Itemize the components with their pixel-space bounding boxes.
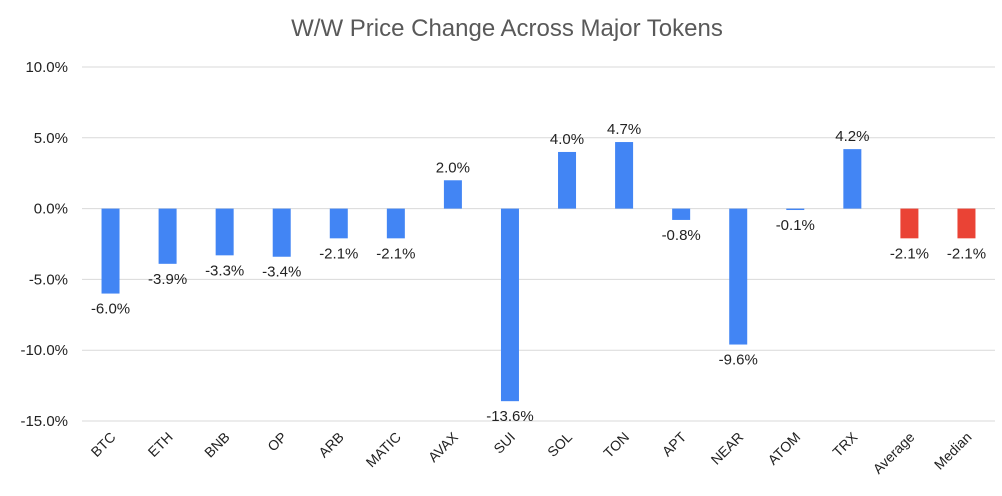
bar-atom xyxy=(786,208,805,211)
bar-avax xyxy=(443,180,462,209)
bar-median xyxy=(957,208,976,239)
bar-trx xyxy=(843,149,862,209)
data-label-sol: 4.0% xyxy=(550,131,584,148)
bar-bnb xyxy=(215,208,234,256)
bars xyxy=(101,142,976,402)
bar-apt xyxy=(672,208,691,220)
data-label-apt: -0.8% xyxy=(662,227,701,244)
x-tick-label-ton: TON xyxy=(600,429,632,461)
bar-near xyxy=(729,208,748,345)
data-label-bnb: -3.3% xyxy=(205,262,244,279)
bar-btc xyxy=(101,208,120,294)
x-tick-label-bnb: BNB xyxy=(201,429,233,461)
bar-sui xyxy=(500,208,519,402)
y-tick-label: 0.0% xyxy=(34,201,68,218)
x-tick-label-near: NEAR xyxy=(708,429,747,468)
bar-matic xyxy=(386,208,405,239)
data-label-median: -2.1% xyxy=(947,245,986,262)
data-label-ton: 4.7% xyxy=(607,121,641,138)
data-label-op: -3.4% xyxy=(262,264,301,281)
y-tick-label: -15.0% xyxy=(20,413,68,430)
x-tick-label-avax: AVAX xyxy=(425,428,462,465)
x-tick-label-average: Average xyxy=(870,429,918,477)
bar-average xyxy=(900,208,919,239)
x-tick-label-btc: BTC xyxy=(88,429,119,460)
x-tick-label-trx: TRX xyxy=(829,428,861,460)
x-tick-label-atom: ATOM xyxy=(764,429,803,468)
data-labels: -6.0% -3.9% -3.3% -3.4% -2.1% -2.1% 2.0% -13.6%… xyxy=(91,121,986,425)
bar-ton xyxy=(615,142,634,209)
data-label-trx: 4.2% xyxy=(835,128,869,145)
data-label-btc: -6.0% xyxy=(91,301,130,318)
data-label-near: -9.6% xyxy=(719,352,758,369)
y-axis-tick-labels: 10.0% 5.0% 0.0% -5.0% -10.0% -15.0% xyxy=(20,59,68,430)
y-tick-label: -5.0% xyxy=(29,271,68,288)
bar-eth xyxy=(158,208,177,264)
bar-sol xyxy=(558,151,577,209)
x-tick-label-sol: SOL xyxy=(544,429,575,460)
x-tick-label-median: Median xyxy=(931,429,975,473)
y-tick-label: 5.0% xyxy=(34,130,68,147)
x-tick-label-matic: MATIC xyxy=(363,429,404,470)
x-tick-label-sui: SUI xyxy=(490,429,518,457)
data-label-average: -2.1% xyxy=(890,245,929,262)
data-label-matic: -2.1% xyxy=(376,245,415,262)
y-tick-label: -10.0% xyxy=(20,342,68,359)
bar-arb xyxy=(329,208,348,239)
data-label-arb: -2.1% xyxy=(319,245,358,262)
gridlines xyxy=(82,66,995,422)
data-label-sui: -13.6% xyxy=(486,408,534,425)
x-tick-label-arb: ARB xyxy=(315,429,347,461)
y-tick-label: 10.0% xyxy=(25,59,68,76)
data-label-eth: -3.9% xyxy=(148,271,187,288)
x-tick-label-apt: APT xyxy=(659,428,690,459)
data-label-avax: 2.0% xyxy=(436,159,470,176)
x-tick-label-op: OP xyxy=(264,429,290,455)
data-label-atom: -0.1% xyxy=(776,217,815,234)
x-tick-label-eth: ETH xyxy=(145,429,176,460)
bar-op xyxy=(272,208,291,257)
x-axis-tick-labels: BTC ETH BNB OP ARB MATIC AVAX SUI SOL TON APT NEAR A… xyxy=(88,428,975,476)
chart-title: W/W Price Change Across Major Tokens xyxy=(291,15,723,42)
